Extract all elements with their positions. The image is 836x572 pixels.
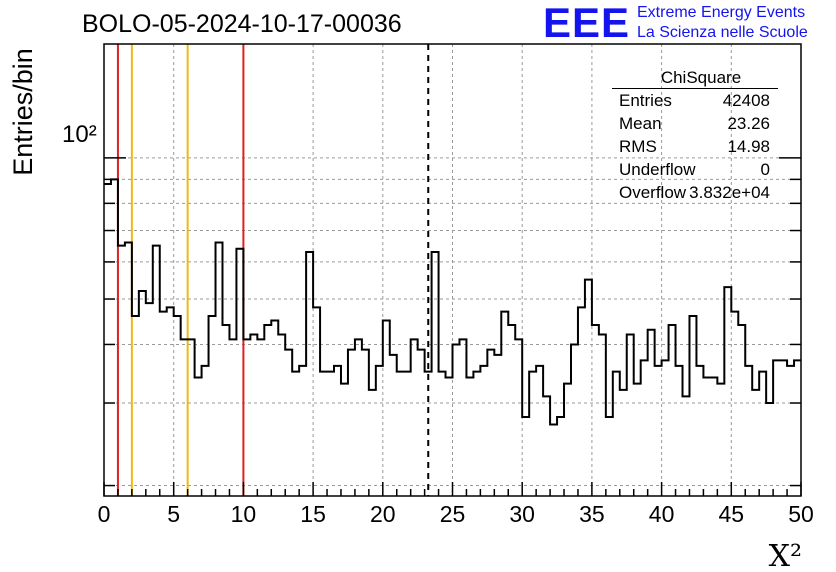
stats-row-entries: Entries 42408 [612, 89, 778, 112]
x-tick-label: 50 [788, 501, 814, 527]
stats-label: RMS [619, 137, 657, 156]
x-tick-label: 0 [98, 501, 111, 527]
stats-value: 42408 [722, 91, 770, 110]
eee-logo: EEE [543, 0, 631, 46]
stats-value: 0 [760, 160, 770, 179]
axis-ticks [103, 157, 802, 496]
stats-value: 23.26 [727, 114, 770, 133]
logo-tagline-2: La Scienza nelle Scuole [637, 24, 808, 41]
x-tick-label: 25 [440, 501, 466, 527]
stats-row-underflow: Underflow 0 [612, 158, 778, 181]
x-tick-label: 5 [167, 501, 180, 527]
stats-box: ChiSquare Entries 42408 Mean 23.26 RMS 1… [612, 68, 778, 204]
x-tick-label: 10 [231, 501, 257, 527]
run-title: BOLO-05-2024-10-17-00036 [82, 10, 402, 38]
x-tick-label: 40 [649, 501, 675, 527]
stats-label: Entries [619, 91, 672, 110]
stats-row-overflow: Overflow 3.832e+04 [612, 181, 778, 204]
stats-value: 14.98 [727, 137, 770, 156]
x-tick-label: 30 [509, 501, 535, 527]
histogram-line [104, 178, 801, 426]
vertical-markers [116, 44, 430, 496]
stats-label: Overflow [619, 183, 687, 202]
x-tick-label: 20 [370, 501, 396, 527]
stats-row-mean: Mean 23.26 [612, 112, 778, 135]
logo-tagline-1: Extreme Energy Events [637, 4, 806, 21]
x-tick-label: 35 [579, 501, 605, 527]
stats-row-rms: RMS 14.98 [612, 135, 778, 158]
stats-value: 3.832e+04 [689, 183, 770, 202]
grid [104, 44, 801, 496]
stats-label: Mean [619, 114, 662, 133]
x-tick-label: 45 [719, 501, 745, 527]
stats-label: Underflow [619, 160, 696, 179]
y-tick-label: 10² [62, 121, 97, 148]
x-tick-labels: 0 5 10 15 20 25 30 35 40 45 50 [98, 501, 814, 527]
stats-title: ChiSquare [612, 68, 778, 89]
x-tick-label: 15 [300, 501, 326, 527]
y-axis-title: Entries/bin [8, 48, 38, 176]
x-axis-title: X² [769, 539, 802, 572]
